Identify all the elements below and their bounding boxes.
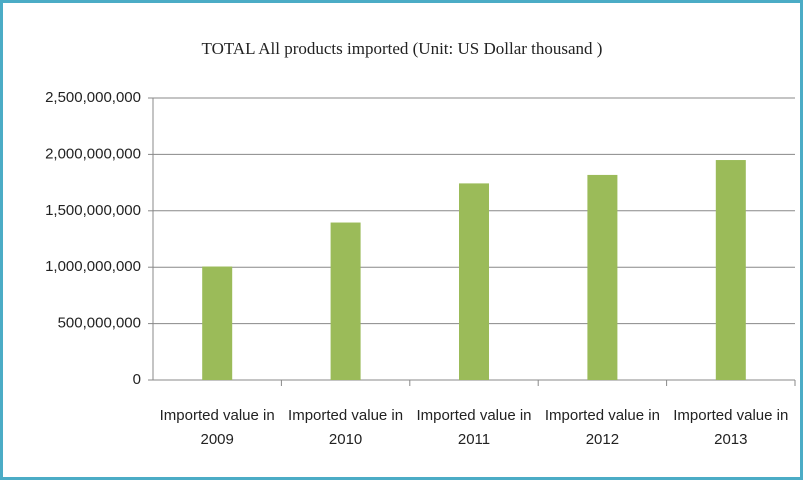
y-tick-label: 1,500,000,000 [45,202,141,219]
y-tick-label: 2,000,000,000 [45,145,141,162]
bar [587,174,618,380]
x-tick-label: Imported value in 2012 [544,407,660,448]
y-tick-label: 1,000,000,000 [45,258,141,275]
y-tick-label: 500,000,000 [58,315,141,332]
chart-title: TOTAL All products imported (Unit: US Do… [202,39,603,58]
bar [459,183,489,380]
bar [330,222,361,380]
x-tick-label: Imported value in 2009 [159,407,275,448]
y-tick-label: 2,500,000,000 [45,89,141,106]
x-tick-label: Imported value in 2011 [416,407,532,448]
bar [202,266,233,380]
bar [715,160,746,380]
y-tick-label: 0 [133,371,141,388]
x-tick-label: Imported value in 2010 [288,407,404,448]
x-tick-label: Imported value in 2013 [673,407,789,448]
